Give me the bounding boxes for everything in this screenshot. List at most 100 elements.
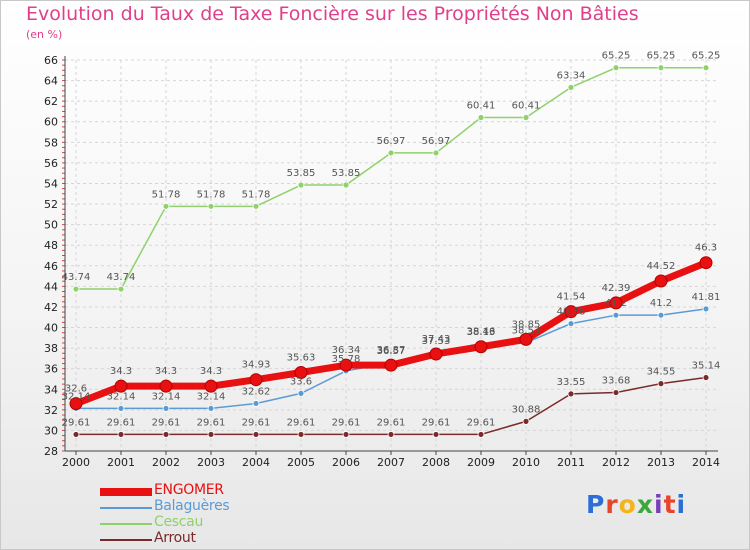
data-label: 56.97	[377, 136, 406, 147]
data-label: 53.85	[287, 168, 316, 179]
x-tick-label: 2008	[422, 456, 450, 469]
logo-letter: t	[663, 490, 677, 519]
data-point	[519, 332, 533, 346]
data-label: 38.53	[512, 326, 541, 337]
legend-label-arrout: Arrout	[154, 530, 196, 546]
y-tick-label: 56	[44, 157, 58, 170]
data-point	[339, 358, 353, 372]
data-label: 32.14	[152, 391, 181, 402]
data-label: 29.61	[467, 417, 496, 428]
y-tick-label: 52	[44, 198, 58, 211]
data-label: 36.57	[377, 346, 406, 357]
data-label: 29.61	[197, 417, 226, 428]
data-label: 41.54	[557, 292, 586, 303]
legend-label-engomer: ENGOMER	[154, 482, 224, 498]
x-tick-label: 2001	[107, 456, 135, 469]
data-point	[432, 431, 440, 438]
data-label: 43.74	[62, 272, 91, 283]
chart-subtitle: (en %)	[26, 28, 63, 41]
legend-swatch-arrout	[100, 539, 152, 541]
data-point	[117, 431, 125, 438]
legend-swatch-engomer	[100, 488, 152, 496]
data-point	[474, 340, 488, 354]
x-tick-label: 2005	[287, 456, 315, 469]
legend-label-balagueres: Balaguères	[154, 498, 230, 514]
data-label: 38.46	[467, 326, 496, 337]
data-point	[252, 400, 260, 407]
data-point	[654, 274, 668, 288]
logo-letter: i	[654, 490, 664, 519]
data-point	[609, 296, 623, 310]
data-label: 65.25	[692, 51, 721, 62]
data-point	[387, 431, 395, 438]
logo-letter: x	[636, 490, 654, 519]
legend-label-cescau: Cescau	[154, 514, 204, 530]
data-point	[477, 114, 485, 121]
data-label: 53.85	[332, 168, 361, 179]
data-label: 37.43	[422, 334, 451, 345]
x-tick-label: 2000	[62, 456, 90, 469]
data-label: 33.68	[602, 376, 631, 387]
data-label: 46.3	[695, 243, 717, 254]
x-tick-label: 2006	[332, 456, 360, 469]
x-tick-label: 2003	[197, 456, 225, 469]
data-point	[69, 397, 83, 411]
data-label: 36.34	[332, 345, 361, 356]
logo-letter: r	[605, 490, 619, 519]
data-point	[567, 320, 575, 328]
data-label: 40.38	[557, 307, 586, 318]
data-label: 32.6	[65, 384, 87, 395]
y-tick-label: 50	[44, 219, 58, 232]
data-point	[297, 389, 305, 397]
data-label: 35.78	[332, 354, 361, 365]
data-label: 32.14	[62, 391, 91, 402]
data-point	[114, 379, 128, 393]
data-label: 60.41	[467, 101, 496, 112]
data-label: 34.3	[200, 366, 222, 377]
data-label: 38.13	[467, 327, 496, 338]
x-tick-label: 2009	[467, 456, 495, 469]
data-label: 41.2	[650, 298, 672, 309]
y-tick-label: 62	[44, 95, 58, 108]
data-label: 29.61	[377, 417, 406, 428]
y-tick-label: 58	[44, 136, 58, 149]
data-point	[657, 64, 665, 72]
y-tick-label: 28	[44, 445, 58, 458]
proxiti-logo: Proxiti	[586, 490, 686, 519]
axes: 28 30 32 34 36 38 40 42 44 46 48 50 52 54 56 58 60 62 64 66…	[44, 54, 720, 469]
data-label: 34.93	[242, 360, 271, 371]
data-label: 56.97	[422, 136, 451, 147]
data-point	[162, 202, 170, 210]
y-tick-label: 40	[44, 322, 58, 335]
data-point	[117, 405, 125, 412]
data-point	[702, 374, 710, 381]
data-point	[252, 431, 260, 438]
data-point	[294, 365, 308, 379]
data-point	[162, 431, 170, 438]
data-point	[72, 285, 80, 293]
data-label: 29.61	[242, 417, 271, 428]
data-point	[429, 347, 443, 361]
data-label: 32.62	[242, 386, 271, 397]
data-point	[297, 431, 305, 438]
y-tick-label: 64	[44, 75, 58, 88]
y-tick-label: 30	[44, 424, 58, 437]
y-tick-label: 46	[44, 260, 58, 273]
data-point	[117, 285, 125, 293]
data-label: 65.25	[602, 51, 631, 62]
data-point	[207, 202, 215, 210]
data-point	[297, 181, 305, 189]
data-label: 42.39	[602, 283, 631, 294]
data-label: 51.78	[197, 189, 226, 200]
data-point	[702, 305, 710, 313]
data-label: 30.88	[512, 404, 541, 415]
data-point	[342, 431, 350, 438]
data-label: 32.14	[197, 391, 226, 402]
data-label: 35.63	[287, 352, 316, 363]
data-point	[612, 389, 620, 396]
y-tick-label: 44	[44, 280, 58, 293]
data-label: 41.81	[692, 292, 721, 303]
data-point	[207, 431, 215, 438]
